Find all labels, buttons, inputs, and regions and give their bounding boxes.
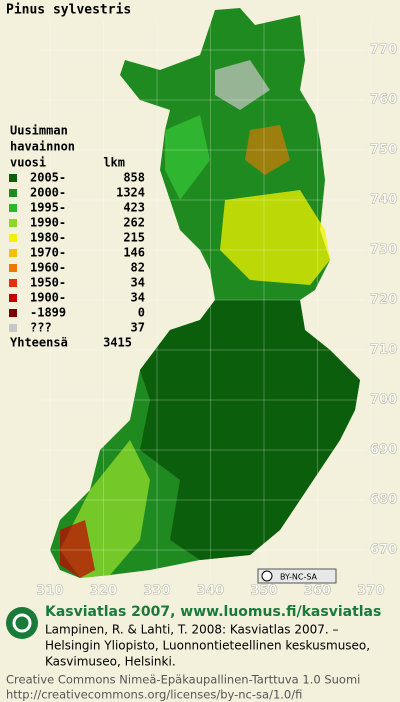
legend-label: 1950-: [30, 276, 66, 290]
legend-count: 262: [123, 216, 145, 230]
logo: [6, 607, 38, 639]
y-tick-label: 760: [370, 93, 397, 108]
legend-count-heading: lkm: [103, 156, 125, 170]
legend-label: 1970-: [30, 246, 66, 260]
yellow-region: [220, 190, 330, 285]
x-tick-label: 310: [36, 584, 63, 599]
y-tick-label: 690: [370, 443, 397, 458]
y-tick-label: 700: [370, 393, 397, 408]
footer-heading: Kasviatlas 2007, www.luomus.fi/kasviatla…: [45, 604, 381, 620]
license-line: Creative Commons Nimeä-Epäkaupallinen-Ta…: [6, 673, 360, 687]
legend-swatch: [9, 174, 17, 182]
legend: Uusimman havainnon vuosi lkm 2005- 858 2000- 13…: [9, 124, 145, 350]
x-tick-label: 340: [197, 584, 224, 599]
cc-badge: BY-NC-SA: [257, 568, 337, 584]
citation-line: Helsingin Yliopisto, Luonnontieteellinen…: [45, 639, 370, 653]
legend-label: 1960-: [30, 261, 66, 275]
legend-count: 215: [123, 231, 145, 245]
legend-count: 423: [123, 201, 145, 215]
grid: 310 320 330 340 350 360 3706706806907007107207…: [36, 20, 397, 599]
y-tick-label: 770: [370, 43, 397, 58]
legend-swatch: [9, 264, 17, 272]
legend-swatch: [9, 219, 17, 227]
citation-line: Kasvimuseo, Helsinki.: [45, 655, 176, 669]
y-tick-label: 720: [370, 293, 397, 308]
legend-count: 146: [123, 246, 145, 260]
north-patch: [215, 60, 270, 110]
legend-swatch: [9, 324, 17, 332]
legend-count: 1324: [116, 186, 145, 200]
y-tick-label: 710: [370, 343, 397, 358]
badge-box: [257, 568, 337, 584]
cc-icon: [261, 570, 273, 582]
y-tick-label: 740: [370, 193, 397, 208]
south-region: [140, 300, 360, 560]
x-tick-label: 320: [90, 584, 117, 599]
total-count: 3415: [103, 336, 132, 350]
y-tick-label: 750: [370, 143, 397, 158]
legend-label: 2005-: [30, 171, 66, 185]
x-tick-label: 330: [143, 584, 170, 599]
legend-heading: havainnon: [10, 140, 75, 154]
legend-swatch: [9, 309, 17, 317]
legend-swatch: [9, 249, 17, 257]
west-north-region: [165, 115, 210, 200]
y-tick-label: 670: [370, 543, 397, 558]
badge-text: BY-NC-SA: [280, 573, 318, 582]
logo-spiral: [6, 607, 38, 639]
license-line: http://creativecommons.org/licenses/by-n…: [6, 688, 302, 702]
x-tick-label: 360: [304, 584, 331, 599]
finland-map: [50, 8, 360, 578]
x-tick-label: 370: [357, 584, 384, 599]
total-label: Yhteensä: [10, 336, 68, 350]
orange-patch: [245, 125, 290, 175]
legend-swatch: [9, 234, 17, 242]
legend-count: 0: [138, 306, 145, 320]
legend-label: -1899: [30, 306, 66, 320]
legend-label: 1995-: [30, 201, 66, 215]
legend-label: 2000-: [30, 186, 66, 200]
southwest-region: [60, 520, 95, 578]
legend-label: ???: [30, 321, 52, 335]
legend-count: 34: [131, 276, 145, 290]
legend-count: 37: [131, 321, 145, 335]
logo-inner: [12, 613, 32, 633]
citation-line: Lampinen, R. & Lahti, T. 2008: Kasviatla…: [45, 623, 339, 637]
x-tick-label: 350: [250, 584, 277, 599]
legend-heading: Uusimman: [10, 124, 68, 138]
legend-label: 1980-: [30, 231, 66, 245]
legend-swatch: [9, 294, 17, 302]
legend-swatch: [9, 204, 17, 212]
legend-count: 82: [131, 261, 145, 275]
y-tick-label: 730: [370, 243, 397, 258]
legend-count: 858: [123, 171, 145, 185]
legend-swatch: [9, 189, 17, 197]
legend-count: 34: [131, 291, 145, 305]
legend-label: 1900-: [30, 291, 66, 305]
species-title: Pinus sylvestris: [6, 3, 131, 18]
legend-swatch: [9, 279, 17, 287]
legend-heading: vuosi: [10, 156, 46, 170]
legend-label: 1990-: [30, 216, 66, 230]
y-tick-label: 680: [370, 493, 397, 508]
